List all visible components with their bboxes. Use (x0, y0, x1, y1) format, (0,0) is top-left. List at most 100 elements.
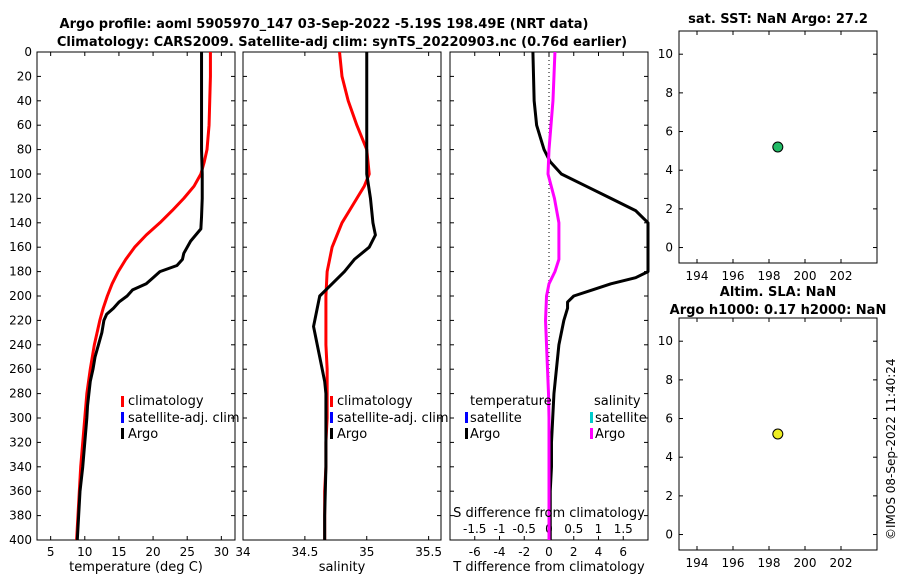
depth-tick-label: 360 (9, 484, 32, 498)
sla-axes (678, 317, 878, 551)
sst-title: sat. SST: NaN Argo: 27.2 (688, 12, 868, 27)
depth-tick-label: 0 (24, 45, 32, 59)
s-diff-tick-label: 1.5 (614, 522, 633, 536)
argo-salinity-difference-line (544, 51, 561, 540)
salinity-xlabel: salinity (319, 560, 366, 575)
depth-tick-label: 140 (9, 216, 32, 230)
depth-tick-label: 400 (9, 533, 32, 547)
x-tick-label: 25 (180, 545, 195, 559)
title-line1: Argo profile: aoml 5905970_147 03-Sep-20… (60, 17, 589, 32)
x-tick-label: -2 (518, 545, 530, 559)
y-tick-label: 6 (665, 125, 673, 139)
y-tick-label: 0 (665, 241, 673, 255)
depth-tick-label: 200 (9, 289, 32, 303)
legend-s-argo: Argo (595, 427, 625, 442)
depth-tick-label: 20 (17, 69, 32, 83)
legend-climatology: climatology (337, 394, 413, 409)
x-tick-label: 0 (545, 545, 553, 559)
depth-tick-label: 240 (9, 338, 32, 352)
legend-swatch-climatology (121, 396, 124, 407)
s-diff-tick-label: -0.5 (513, 522, 536, 536)
y-tick-label: 10 (658, 47, 673, 61)
y-tick-label: 2 (665, 489, 673, 503)
y-tick-label: 4 (665, 163, 673, 177)
s-diff-tick-label: -1.5 (463, 522, 486, 536)
x-tick-label: -6 (469, 545, 481, 559)
legend-satellite: satellite-adj. clim (337, 411, 449, 426)
x-tick-label: 2 (570, 545, 578, 559)
s-diff-tick-label: 0.5 (564, 522, 583, 536)
legend-s-satellite: satellite (595, 411, 647, 426)
s-diff-tick-label: 1 (595, 522, 603, 536)
depth-tick-label: 180 (9, 265, 32, 279)
title-line2: Climatology: CARS2009. Satellite-adj cli… (57, 35, 627, 50)
argo-temperature-difference-line (531, 51, 650, 540)
x-tick-label: 6 (619, 545, 627, 559)
depth-tick-label: 340 (9, 460, 32, 474)
depth-tick-label: 260 (9, 362, 32, 376)
depth-tick-label: 100 (9, 167, 32, 181)
x-tick-label: 34.5 (292, 545, 319, 559)
x-tick-label: 5 (47, 545, 55, 559)
s-diff-tick-label: -1 (494, 522, 506, 536)
legend-temperature-title: temperature (470, 394, 552, 409)
difference-xlabel: T difference from climatology (452, 560, 645, 575)
legend-swatch-s-argo (590, 428, 593, 439)
depth-tick-label: 320 (9, 435, 32, 449)
depth-tick-label: 60 (17, 118, 32, 132)
y-tick-label: 4 (665, 450, 673, 464)
x-tick-label: 200 (794, 269, 817, 283)
y-tick-label: 8 (665, 373, 673, 387)
x-tick-label: 35 (359, 545, 374, 559)
y-tick-label: 0 (665, 528, 673, 542)
y-tick-label: 6 (665, 412, 673, 426)
x-tick-label: -4 (494, 545, 506, 559)
legend-argo: Argo (128, 427, 158, 442)
legend-t-argo: Argo (470, 427, 500, 442)
legend-swatch-climatology (330, 396, 333, 407)
difference-top-xlabel: S difference from climatology (453, 506, 645, 521)
sla-title-line1: Altim. SLA: NaN (720, 285, 836, 300)
sla-point (772, 428, 784, 440)
x-tick-label: 202 (830, 269, 853, 283)
x-tick-label: 34 (235, 545, 250, 559)
depth-tick-label: 280 (9, 387, 32, 401)
legend-swatch-satellite (121, 412, 124, 423)
x-tick-label: 200 (794, 556, 817, 570)
legend-swatch-satellite (330, 412, 333, 423)
sst-axes (678, 30, 878, 264)
legend-swatch-argo (121, 428, 124, 439)
legend-t-satellite: satellite (470, 411, 522, 426)
depth-tick-label: 380 (9, 509, 32, 523)
depth-tick-label: 80 (17, 143, 32, 157)
temperature-axes (36, 51, 236, 541)
legend-satellite: satellite-adj. clim (128, 411, 240, 426)
argo-salinity-line (312, 52, 377, 540)
x-tick-label: 30 (214, 545, 229, 559)
depth-tick-label: 40 (17, 94, 32, 108)
legend-climatology: climatology (128, 394, 204, 409)
x-tick-label: 15 (111, 545, 126, 559)
y-tick-label: 8 (665, 86, 673, 100)
sst-point (772, 141, 784, 153)
climatology-salinity-line (323, 51, 371, 540)
legend-salinity-title: salinity (594, 394, 641, 409)
depth-tick-label: 300 (9, 411, 32, 425)
x-tick-label: 198 (758, 269, 781, 283)
argo-temperature-line (75, 52, 204, 541)
x-tick-label: 4 (595, 545, 603, 559)
x-tick-label: 35.5 (415, 545, 442, 559)
legend-swatch-t-satellite (465, 412, 468, 423)
watermark: ©IMOS 08-Sep-2022 11:40:24 (884, 358, 898, 540)
y-tick-label: 2 (665, 202, 673, 216)
x-tick-label: 196 (722, 269, 745, 283)
x-tick-label: 202 (830, 556, 853, 570)
temperature-xlabel: temperature (deg C) (69, 560, 203, 575)
depth-tick-label: 160 (9, 240, 32, 254)
legend-argo: Argo (337, 427, 367, 442)
legend-swatch-s-satellite (590, 412, 593, 423)
legend-swatch-argo (330, 428, 333, 439)
x-tick-label: 196 (722, 556, 745, 570)
salinity-axes (242, 51, 442, 541)
